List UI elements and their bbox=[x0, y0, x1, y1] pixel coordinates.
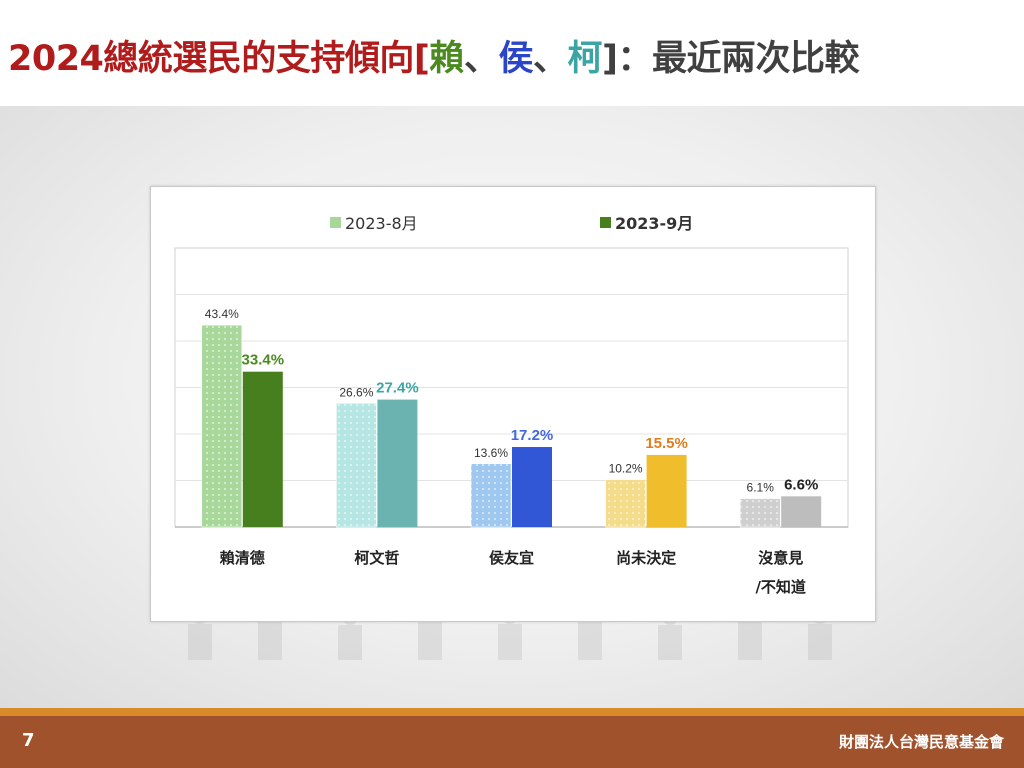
category-label: 侯友宜 bbox=[489, 549, 534, 567]
legend-swatch-2023-9 bbox=[600, 216, 611, 228]
data-label-2023-8: 26.6% bbox=[339, 385, 373, 399]
data-label-2023-9: 17.2% bbox=[511, 427, 554, 444]
title-ko: 柯 bbox=[567, 39, 602, 79]
data-label-2023-8: 13.6% bbox=[474, 446, 508, 460]
bar-2023-9 bbox=[512, 447, 552, 527]
legend-item-2023-9: 2023-9月 bbox=[600, 210, 693, 234]
bar-2023-9 bbox=[242, 371, 283, 527]
footer-stripe bbox=[0, 708, 1024, 716]
bar-2023-8-pattern bbox=[471, 463, 511, 527]
title-sep2: 、 bbox=[532, 39, 568, 79]
data-label-2023-8: 43.4% bbox=[205, 307, 239, 321]
bar-2023-9 bbox=[646, 454, 687, 527]
data-label-2023-9: 33.4% bbox=[242, 352, 285, 369]
title-lai: 賴 bbox=[429, 39, 464, 79]
title-suffix: ]：最近兩次比較 bbox=[602, 39, 860, 79]
data-label-2023-8: 10.2% bbox=[609, 462, 643, 476]
page-number: 7 bbox=[22, 730, 35, 751]
bar-2023-8-pattern bbox=[201, 325, 242, 527]
legend-swatch-2023-8 bbox=[330, 216, 341, 228]
data-label-2023-9: 15.5% bbox=[645, 435, 688, 452]
organization-name: 財團法人台灣民意基金會 bbox=[838, 733, 1004, 751]
category-label: 柯文哲 bbox=[354, 549, 399, 567]
data-label-2023-8: 6.1% bbox=[747, 481, 775, 495]
legend-item-2023-8: 2023-8月 bbox=[330, 210, 418, 234]
category-label: 賴清德 bbox=[220, 549, 265, 567]
legend-label-2023-9: 2023-9月 bbox=[615, 214, 694, 233]
title-bar: 2024總統選民的支持傾向[賴、侯、柯]：最近兩次比較 bbox=[0, 0, 1024, 106]
title-prefix: 2024總統選民的支持傾向[ bbox=[8, 39, 430, 79]
bar-2023-9 bbox=[781, 496, 822, 527]
data-label-2023-9: 6.6% bbox=[784, 476, 818, 493]
bar-2023-8-pattern bbox=[336, 403, 377, 527]
bar-2023-8-pattern bbox=[605, 479, 646, 527]
data-label-2023-9: 27.4% bbox=[376, 380, 419, 397]
title-sep1: 、 bbox=[463, 39, 499, 79]
category-label: /不知道 bbox=[755, 578, 805, 596]
title-hou: 侯 bbox=[498, 39, 533, 79]
legend-label-2023-8: 2023-8月 bbox=[345, 214, 418, 233]
category-label: 沒意見 bbox=[758, 549, 803, 567]
footer-bar bbox=[0, 716, 1024, 768]
bar-2023-8-pattern bbox=[740, 498, 781, 527]
slide-title: 2024總統選民的支持傾向[賴、侯、柯]：最近兩次比較 bbox=[8, 30, 860, 81]
category-label: 尚未決定 bbox=[616, 549, 676, 567]
bar-2023-9 bbox=[377, 399, 418, 527]
